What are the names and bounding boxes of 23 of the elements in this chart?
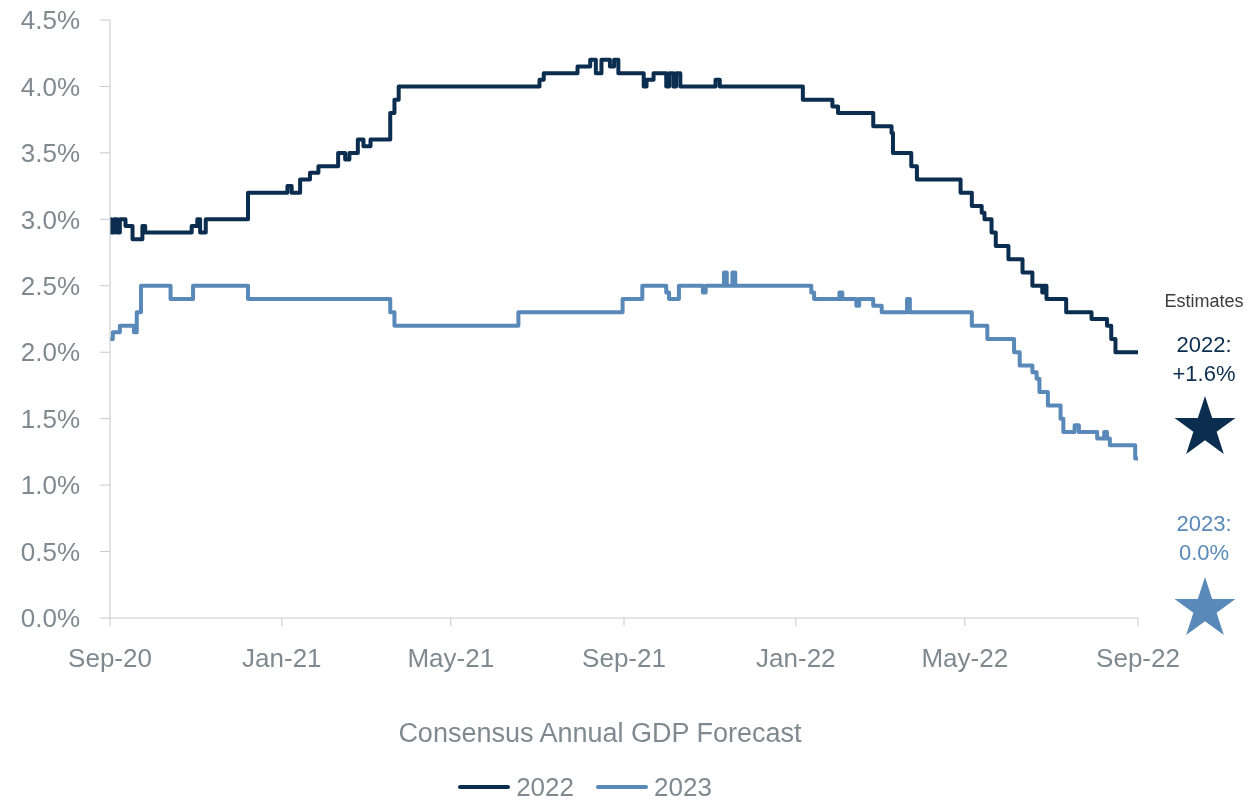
y-tick-label: 0.0%	[20, 603, 80, 634]
y-tick-label: 1.5%	[20, 403, 80, 434]
y-tick-label: 4.0%	[20, 71, 80, 102]
x-tick-label: May-22	[921, 643, 1009, 674]
x-tick-label: Jan-21	[242, 643, 322, 674]
y-tick-label: 2.0%	[20, 337, 80, 368]
y-tick-label: 3.0%	[20, 204, 80, 235]
x-axis-title: Consensus Annual GDP Forecast	[398, 718, 802, 748]
text: Estimates	[1164, 291, 1244, 311]
y-tick-label: 0.5%	[20, 536, 80, 567]
y-tick-label: 2.5%	[20, 271, 80, 302]
x-tick-label: Jan-22	[756, 643, 836, 674]
text: 2023: 0.0%	[1176, 511, 1232, 565]
x-tick-label: Sep-21	[582, 643, 666, 674]
y-tick-label: 1.0%	[20, 470, 80, 501]
text: 2022: +1.6%	[1172, 332, 1236, 386]
legend-label: 2022	[516, 772, 574, 802]
x-tick-label: May-21	[407, 643, 495, 674]
y-tick-label: 4.5%	[20, 5, 80, 36]
legend-label: 2023	[654, 772, 712, 802]
x-tick-label: Sep-20	[68, 643, 152, 674]
y-tick-label: 3.5%	[20, 138, 80, 169]
x-tick-label: Sep-22	[1096, 643, 1180, 674]
